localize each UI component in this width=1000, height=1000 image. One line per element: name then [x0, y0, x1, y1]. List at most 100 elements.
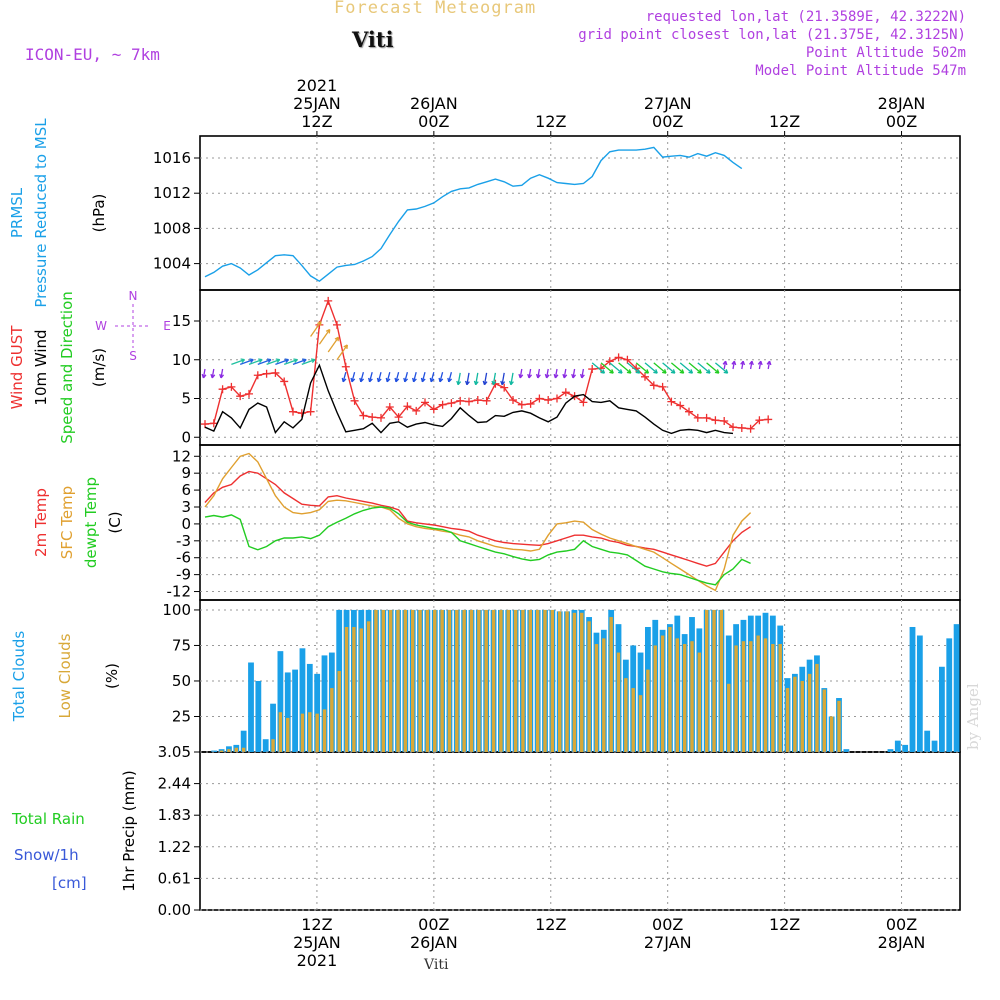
- wind-arrow-head: [249, 358, 254, 364]
- low-cloud-bar: [491, 609, 496, 752]
- wind-arrow-shaft: [581, 368, 585, 379]
- low-cloud-bar: [682, 644, 687, 752]
- gust-marker: [720, 416, 729, 425]
- wind-arrow-shaft: [475, 372, 479, 385]
- wind-arrow-head: [240, 358, 246, 364]
- low-cloud-bar: [535, 609, 540, 752]
- wind-arrow-head: [644, 369, 650, 374]
- wind-arrow-head: [571, 373, 577, 379]
- wind-arrow-shaft: [563, 368, 567, 379]
- wind-arrow-shaft: [618, 362, 632, 374]
- point-altitude: Point Altitude 502m: [805, 45, 966, 61]
- wind-arrow-shaft: [430, 371, 435, 382]
- wind-arrow-shaft: [283, 359, 298, 366]
- wind-arrow-head: [341, 377, 347, 383]
- low-cloud-bar: [543, 609, 547, 752]
- gust-marker: [271, 368, 280, 377]
- y-tick-label: 1.22: [158, 838, 191, 856]
- wind-arrow-shaft: [600, 362, 614, 374]
- low-cloud-bar: [271, 739, 275, 752]
- watermark: by Angel: [964, 683, 982, 750]
- wind-direction-arrow: [310, 321, 322, 337]
- gust-marker: [755, 416, 764, 425]
- wind-arrow-shaft: [714, 362, 729, 374]
- low-cloud-bar: [668, 626, 672, 752]
- gust-marker: [500, 383, 509, 392]
- wind-direction-arrow: [266, 358, 281, 366]
- low-cloud-bar: [396, 609, 400, 752]
- bottom-time-label: 00Z: [886, 915, 917, 934]
- wind-arrow-shaft: [670, 362, 685, 374]
- axis-label: (hPa): [90, 194, 108, 233]
- wind-direction-arrow: [456, 372, 462, 386]
- wind-arrow-shaft: [448, 371, 453, 382]
- top-time-label: 26JAN: [410, 94, 458, 113]
- low-cloud-bar: [565, 611, 569, 752]
- wind-direction-arrow: [318, 328, 331, 345]
- wind-arrow-head: [600, 369, 606, 374]
- top-time-label: 00Z: [652, 112, 683, 131]
- gust-marker: [605, 357, 614, 366]
- wind-direction-arrow: [500, 372, 506, 386]
- wind-arrow-head: [482, 380, 488, 386]
- gust-marker: [297, 409, 306, 418]
- bottom-time-label: 12Z: [301, 915, 332, 934]
- wind-arrow-shaft: [439, 371, 444, 382]
- wind-arrow-head: [697, 369, 702, 374]
- gust-marker: [201, 420, 209, 429]
- wind-arrow-head: [579, 373, 585, 379]
- top-time-label: 27JAN: [644, 94, 692, 113]
- series-line-wind-gust: [204, 298, 769, 430]
- gust-marker: [289, 407, 297, 416]
- wind-arrow-head: [210, 373, 216, 379]
- low-cloud-bar: [727, 683, 731, 752]
- panel-frame-wind: [199, 289, 961, 446]
- wind-arrow-shaft: [679, 362, 693, 374]
- wind-arrow-head: [317, 321, 322, 326]
- wind-direction-arrow: [327, 336, 340, 353]
- y-tick-label: 2.44: [158, 775, 191, 793]
- y-tick-label: 0: [181, 428, 191, 446]
- wind-arrow-head: [284, 358, 290, 364]
- wind-direction-arrow: [509, 372, 514, 386]
- axis-label: (m/s): [90, 348, 108, 387]
- y-tick-label: 5: [181, 390, 191, 408]
- axis-label: Total Clouds: [10, 631, 28, 723]
- total-cloud-bar: [284, 672, 291, 752]
- low-cloud-bar: [425, 609, 430, 752]
- axis-label: Speed and Direction: [58, 291, 76, 444]
- gust-marker: [324, 296, 333, 305]
- low-cloud-bar: [800, 680, 804, 752]
- wind-direction-arrow: [447, 371, 453, 383]
- gust-marker: [509, 396, 517, 405]
- wind-arrow-shaft: [626, 362, 641, 374]
- low-cloud-bar: [352, 626, 356, 752]
- bottom-time-label: 2021: [297, 951, 338, 970]
- wind-arrow-head: [662, 369, 667, 374]
- gust-marker: [236, 392, 245, 401]
- gust-marker: [403, 402, 412, 411]
- wind-direction-arrow: [301, 358, 316, 366]
- low-cloud-bar: [469, 609, 474, 752]
- low-cloud-bar: [337, 671, 341, 752]
- gust-marker: [517, 400, 526, 409]
- grid-point-coords: grid point closest lon,lat (21.375E, 42.…: [578, 27, 966, 43]
- y-tick-label: 100: [162, 601, 191, 619]
- wind-arrow-head: [518, 373, 524, 379]
- y-tick-label: 1004: [153, 255, 191, 273]
- low-cloud-bar: [308, 712, 312, 752]
- wind-arrow-head: [343, 344, 348, 350]
- wind-arrow-head: [722, 360, 728, 366]
- low-cloud-bar: [815, 663, 819, 752]
- wind-arrow-shaft: [377, 371, 382, 382]
- wind-direction-arrow: [562, 368, 568, 379]
- low-cloud-bar: [822, 689, 826, 752]
- low-cloud-bar: [734, 645, 738, 752]
- wind-direction-arrow: [482, 372, 488, 386]
- low-cloud-bar: [829, 716, 834, 752]
- y-tick-label: 6: [181, 481, 191, 499]
- low-cloud-bar: [631, 688, 635, 752]
- wind-arrow-shaft: [386, 371, 391, 382]
- top-time-label: 25JAN: [293, 94, 341, 113]
- wind-arrow-head: [653, 369, 658, 374]
